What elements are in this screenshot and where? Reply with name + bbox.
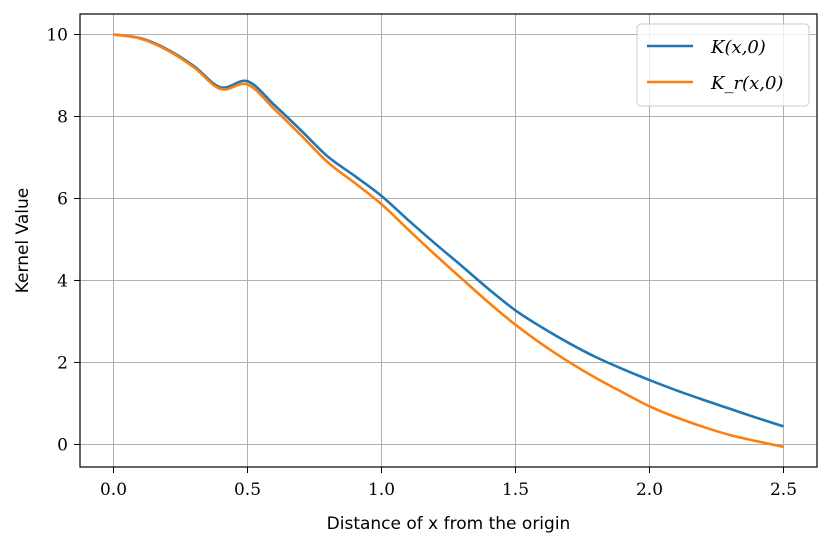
y-tick-label: 10 (46, 25, 68, 45)
legend: K(x,0) K_r(x,0) (636, 23, 810, 107)
x-tick-label: 2.5 (770, 480, 797, 500)
y-tick-label: 2 (57, 353, 68, 373)
x-tick-label: 2.0 (636, 480, 663, 500)
series-line-Kr (113, 33, 784, 449)
legend-label-K: K(x,0) (710, 37, 766, 58)
y-tick-label: 4 (57, 271, 68, 291)
x-axis-label: Distance of x from the origin (327, 514, 571, 534)
x-tick-label: 0.0 (100, 480, 127, 500)
legend-box (636, 23, 810, 107)
y-tick-label: 0 (57, 435, 68, 455)
x-tick-label: 0.5 (234, 480, 261, 500)
x-tick-label: 1.0 (368, 480, 395, 500)
grid (80, 14, 817, 467)
y-tick-label: 6 (57, 189, 68, 209)
series-layer (113, 33, 784, 449)
ticks: 0.0 0.5 1.0 1.5 2.0 2.5 0 2 4 6 8 10 (46, 25, 797, 500)
legend-label-Kr: K_r(x,0) (710, 73, 783, 94)
y-axis-label: Kernel Value (13, 188, 33, 294)
x-tick-label: 1.5 (502, 480, 529, 500)
plot-frame (79, 13, 818, 468)
y-tick-label: 8 (57, 107, 68, 127)
series-line-K (113, 33, 784, 428)
